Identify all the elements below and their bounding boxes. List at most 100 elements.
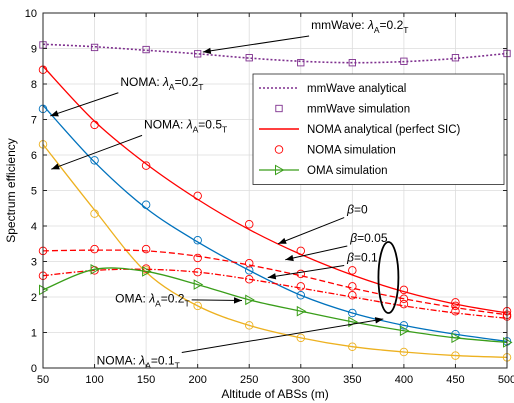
annotation-label: NOMA: λA=0.2T bbox=[120, 75, 203, 92]
series-line-beta_005_analytical bbox=[42, 249, 508, 316]
point-noma_blue_simulation bbox=[399, 321, 409, 330]
point-beta_01_simulation bbox=[244, 275, 254, 284]
y-tick-label: 2 bbox=[31, 292, 37, 304]
point-beta_01_simulation bbox=[296, 282, 306, 291]
point-mmwave_simulation bbox=[451, 54, 460, 62]
series-line-noma_yellow_analytical bbox=[42, 143, 508, 358]
point-noma_yellow_simulation bbox=[193, 301, 202, 311]
point-oma_simulation bbox=[296, 305, 307, 317]
annotation-label: β=0.1 bbox=[346, 251, 378, 265]
y-axis-label: Spectrum efficiency bbox=[4, 138, 18, 243]
point-noma_red_simulation bbox=[451, 298, 460, 307]
point-noma_red_simulation bbox=[348, 266, 357, 275]
y-tick-label: 10 bbox=[25, 8, 37, 20]
annotation-arrow bbox=[51, 134, 143, 170]
legend-entry: mmWave simulation bbox=[307, 104, 410, 116]
point-noma_blue_simulation bbox=[296, 290, 306, 300]
point-beta_01_simulation bbox=[348, 290, 357, 300]
legend-marker bbox=[274, 145, 284, 154]
annotation-label: OMA: λA=0.2T bbox=[115, 291, 190, 308]
point-beta_005_simulation bbox=[296, 269, 306, 279]
legend-marker bbox=[275, 164, 285, 176]
x-tick-label: 100 bbox=[85, 374, 103, 386]
legend: mmWave analytical mmWave simulation NOMA a… bbox=[252, 73, 505, 185]
point-noma_red_simulation bbox=[244, 219, 254, 229]
highlight-ellipse bbox=[377, 241, 400, 314]
point-mmwave_simulation bbox=[400, 57, 408, 65]
y-tick-label: 3 bbox=[31, 257, 37, 269]
annotation-label: NOMA: λA=0.5T bbox=[144, 117, 227, 134]
legend-entry: NOMA analytical (perfect SIC) bbox=[307, 124, 461, 136]
annotation-arrow bbox=[277, 217, 345, 245]
y-tick-label: 8 bbox=[31, 79, 37, 91]
y-tick-label: 6 bbox=[31, 150, 37, 162]
point-beta_005_simulation bbox=[451, 301, 460, 311]
annotation-arrow bbox=[181, 318, 384, 353]
point-oma_simulation bbox=[451, 332, 461, 344]
point-beta_01_simulation bbox=[193, 267, 202, 277]
x-tick-label: 500 bbox=[498, 374, 514, 386]
point-beta_005_simulation bbox=[141, 244, 151, 254]
point-noma_blue_simulation bbox=[244, 266, 254, 275]
x-tick-label: 250 bbox=[240, 374, 258, 386]
x-tick-label: 300 bbox=[292, 374, 310, 386]
annotation-arrow bbox=[285, 245, 348, 261]
annotation-arrow bbox=[267, 265, 345, 278]
point-mmwave_simulation bbox=[142, 45, 150, 54]
point-beta_005_simulation bbox=[399, 294, 409, 304]
x-tick-label: 350 bbox=[343, 374, 361, 386]
x-axis-label: Altitude of ABSs (m) bbox=[221, 387, 328, 401]
point-noma_red_simulation bbox=[296, 246, 306, 256]
point-noma_red_simulation bbox=[193, 191, 202, 201]
point-noma_red_simulation bbox=[90, 120, 99, 130]
series-line-mmwave_analytical bbox=[42, 43, 508, 64]
annotation-arrowhead bbox=[51, 163, 60, 170]
legend-entry: mmWave analytical bbox=[307, 83, 406, 95]
point-oma_simulation bbox=[245, 294, 255, 306]
y-tick-label: 1 bbox=[31, 328, 37, 340]
annotation-arrow bbox=[202, 35, 310, 53]
point-mmwave_simulation bbox=[194, 50, 202, 58]
point-noma_blue_simulation bbox=[141, 200, 151, 209]
point-mmwave_simulation bbox=[90, 43, 99, 52]
grid-lines bbox=[42, 12, 508, 369]
series-line-beta_01_analytical bbox=[42, 268, 508, 319]
annotation-arrowhead bbox=[202, 47, 212, 55]
point-beta_01_simulation bbox=[451, 306, 460, 316]
point-noma_blue_simulation bbox=[348, 308, 357, 318]
point-beta_005_simulation bbox=[90, 244, 99, 254]
x-tick-label: 200 bbox=[188, 374, 206, 386]
point-oma_simulation bbox=[90, 263, 101, 275]
annotation-label: mmWave: λA=0.2T bbox=[311, 18, 408, 35]
point-noma_red_simulation bbox=[141, 161, 151, 170]
legend-entry: NOMA simulation bbox=[307, 145, 396, 157]
series-line-oma_simulation bbox=[42, 267, 508, 344]
point-mmwave_simulation bbox=[297, 59, 305, 67]
point-noma_yellow_simulation bbox=[296, 333, 306, 343]
point-oma_simulation bbox=[399, 325, 410, 337]
point-beta_005_simulation bbox=[244, 259, 254, 268]
point-noma_blue_simulation bbox=[90, 156, 99, 165]
annotation-arrowhead bbox=[50, 110, 59, 117]
point-noma_red_simulation bbox=[399, 285, 409, 295]
point-beta_005_simulation bbox=[193, 253, 202, 263]
annotations-layer: mmWave: λA=0.2T NOMA: λA=0.2T NOMA: λA=0.5… bbox=[50, 18, 408, 370]
point-oma_simulation bbox=[193, 279, 204, 290]
point-noma_yellow_simulation bbox=[244, 321, 254, 330]
annotation-arrowhead bbox=[267, 273, 277, 280]
annotation-arrowhead bbox=[374, 317, 384, 324]
series-line-noma_blue_analytical bbox=[42, 104, 508, 343]
annotation-label: β=0 bbox=[346, 203, 368, 217]
x-tick-label: 150 bbox=[137, 374, 155, 386]
point-beta_005_simulation bbox=[348, 282, 357, 291]
annotation-label: NOMA: λA=0.1T bbox=[97, 353, 180, 370]
y-tick-label: 4 bbox=[31, 221, 37, 233]
x-tick-label: 400 bbox=[395, 374, 413, 386]
point-noma_yellow_simulation bbox=[399, 347, 409, 357]
point-oma_simulation bbox=[142, 266, 152, 277]
axes: 50 100 150 200 250 300 350 400 450 500 0 1 2 3 4 5 6 7 8 9 1… bbox=[25, 8, 514, 386]
point-mmwave_simulation bbox=[348, 59, 356, 67]
annotation-label: β=0.05 bbox=[349, 231, 388, 245]
annotation-arrowhead bbox=[285, 254, 294, 262]
